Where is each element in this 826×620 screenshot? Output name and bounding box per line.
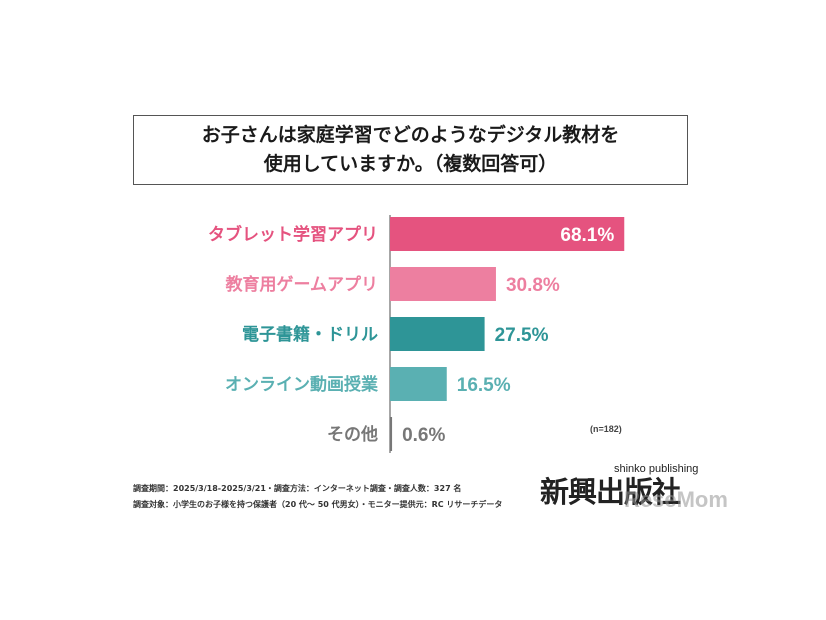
value-label: 27.5%: [495, 325, 549, 346]
survey-footnote-line-1: 調査期間：2025/3/18-2025/3/21・調査方法：インターネット調査・…: [133, 484, 462, 493]
bar: [390, 217, 625, 251]
bar: [390, 317, 485, 351]
resemom-watermark: ReseMom: [624, 487, 728, 512]
value-label: 16.5%: [457, 375, 511, 396]
publisher-logo-subtitle: shinko publishing: [614, 463, 699, 475]
value-label: 30.8%: [506, 275, 560, 296]
bar: [390, 367, 447, 401]
chart-title-line-2: 使用していますか。（複数回答可）: [263, 153, 558, 175]
category-label: その他: [327, 424, 378, 445]
value-label: 68.1%: [560, 225, 614, 246]
category-label: オンライン動画授業: [225, 374, 378, 395]
sample-size-note: (n=182): [590, 424, 622, 434]
survey-footnote-line-2: 調査対象：小学生のお子様を持つ保護者（20 代～ 50 代男女）・モニター提供元…: [133, 500, 503, 509]
value-label: 0.6%: [402, 425, 445, 446]
publisher-logo: shinko publishing 新興出版社 ReseMom: [540, 463, 740, 523]
survey-footnotes: 調査期間：2025/3/18-2025/3/21・調査方法：インターネット調査・…: [133, 481, 502, 513]
bar: [390, 267, 496, 301]
chart-title: お子さんは家庭学習でどのようなデジタル教材を 使用していますか。（複数回答可）: [133, 115, 688, 185]
bar-chart: タブレット学習アプリ 68.1% 教育用ゲームアプリ 30.8% 電子書籍・ドリル 27.…: [208, 215, 625, 453]
bar: [390, 417, 393, 451]
category-label: 教育用ゲームアプリ: [225, 274, 379, 295]
category-label: タブレット学習アプリ: [208, 224, 378, 245]
publisher-logo-text: 新興出版社: [540, 475, 681, 509]
chart-title-line-1: お子さんは家庭学習でどのようなデジタル教材を: [201, 124, 620, 146]
category-label: 電子書籍・ドリル: [242, 324, 378, 345]
